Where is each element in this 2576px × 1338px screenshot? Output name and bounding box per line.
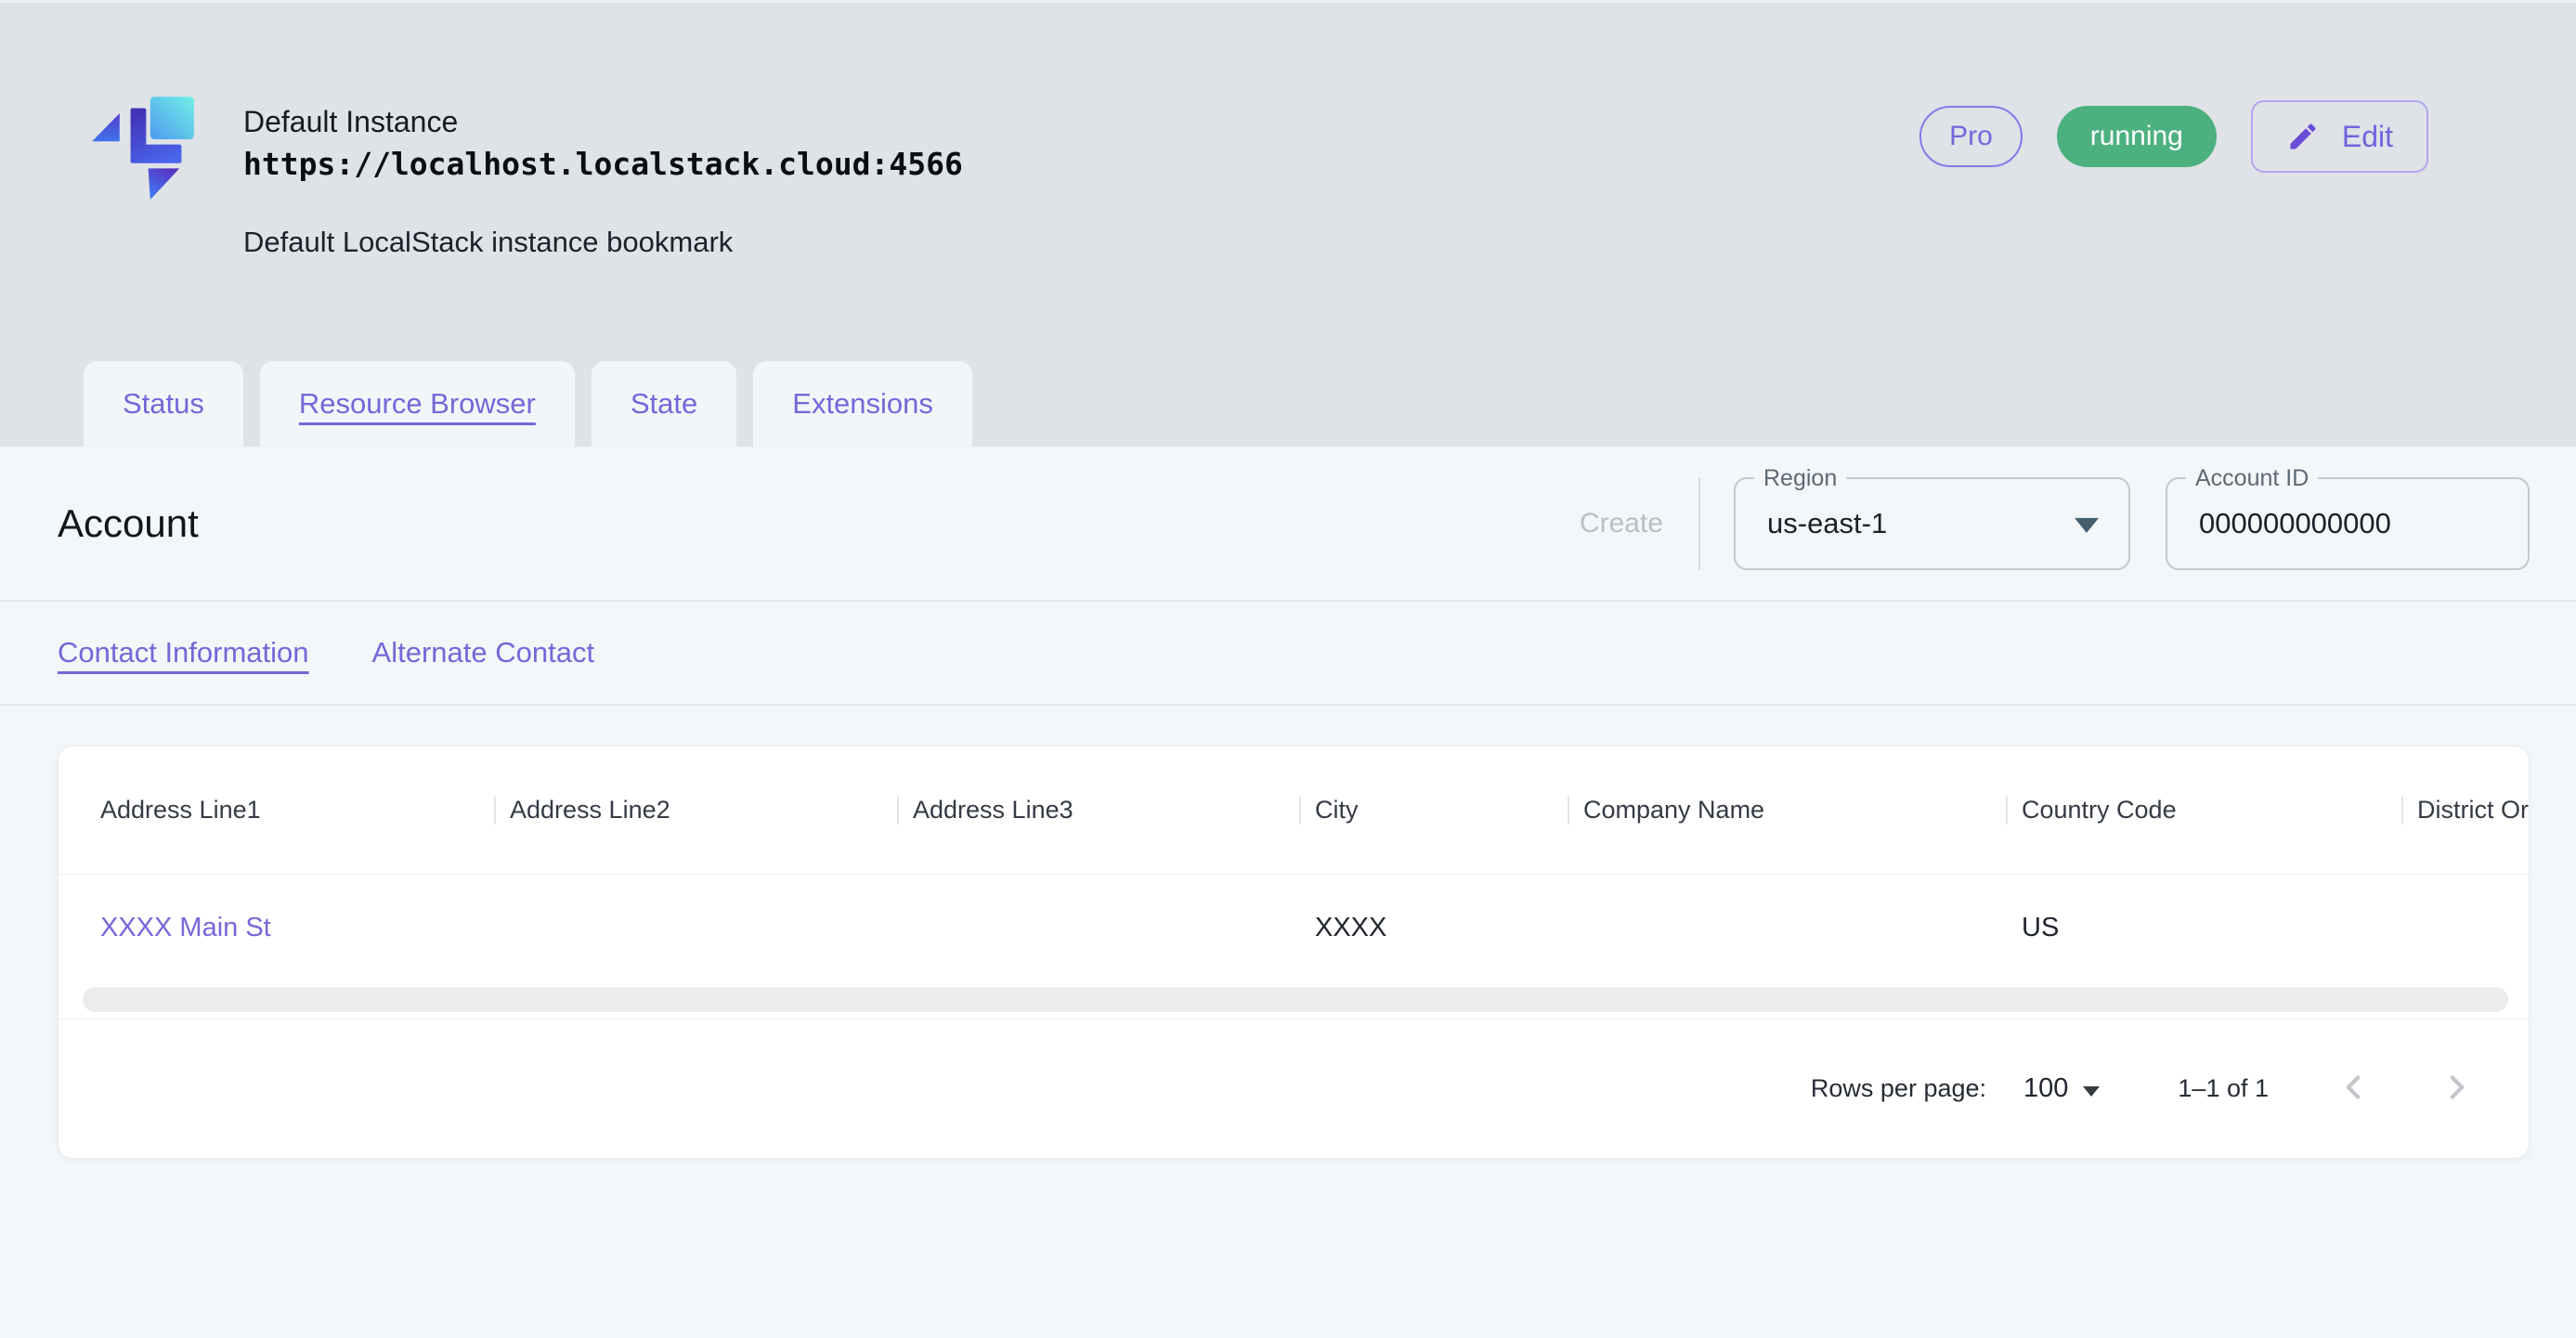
chevron-down-icon — [2075, 517, 2099, 533]
pagination-range-label: 1–1 of 1 — [2178, 1073, 2269, 1102]
instance-header: Default Instance https://localhost.local… — [243, 101, 963, 259]
tab-extensions-label: Extensions — [792, 387, 933, 420]
horizontal-scrollbar-thumb[interactable] — [83, 987, 2508, 1012]
table-row[interactable]: XXXX Main St XXXX US — [59, 875, 2529, 981]
column-header-address-line3[interactable]: Address Line3 — [897, 796, 1299, 825]
subtab-contact-information[interactable]: Contact Information — [58, 636, 309, 669]
tab-state-label: State — [630, 387, 698, 420]
rows-per-page-value: 100 — [2023, 1072, 2069, 1103]
column-header-district[interactable]: District Or — [2401, 796, 2529, 825]
tab-resource-browser[interactable]: Resource Browser — [259, 361, 575, 447]
subtab-alternate-contact[interactable]: Alternate Contact — [371, 636, 595, 669]
chevron-right-icon — [2450, 1074, 2465, 1099]
page-title: Account — [58, 500, 199, 545]
column-header-company-name[interactable]: Company Name — [1568, 796, 2006, 825]
resource-browser-panel: Account Create Region us-east-1 Account … — [0, 447, 2576, 1338]
localstack-logo — [92, 97, 194, 200]
tab-resource-browser-label: Resource Browser — [298, 387, 536, 420]
rows-per-page-label: Rows per page: — [1810, 1073, 1987, 1102]
column-header-address-line1[interactable]: Address Line1 — [100, 796, 261, 824]
next-page-button[interactable] — [2438, 1068, 2477, 1110]
column-header-country-code[interactable]: Country Code — [2006, 796, 2401, 825]
edit-button[interactable]: Edit — [2250, 100, 2428, 173]
contact-information-table-card: Address Line1 Address Line2 Address Line… — [58, 746, 2530, 1159]
toolbar-controls: Create Region us-east-1 Account ID 00000… — [1579, 463, 2530, 570]
previous-page-button[interactable] — [2334, 1068, 2373, 1110]
column-header-city[interactable]: City — [1299, 796, 1568, 825]
cell-address-line1-link[interactable]: XXXX Main St — [100, 912, 271, 942]
rows-per-page-select[interactable]: 100 — [2023, 1072, 2101, 1104]
account-toolbar: Account Create Region us-east-1 Account … — [0, 447, 2576, 602]
tab-status[interactable]: Status — [84, 361, 243, 447]
region-select[interactable]: Region us-east-1 — [1734, 463, 2130, 570]
account-id-field[interactable]: Account ID 000000000000 — [2166, 463, 2530, 570]
pro-badge: Pro — [1919, 106, 2023, 167]
pro-badge-label: Pro — [1949, 121, 1993, 151]
instance-tabs: Status Resource Browser State Extensions — [84, 361, 972, 447]
status-badge-label: running — [2089, 121, 2183, 151]
create-button[interactable]: Create — [1579, 507, 1663, 539]
account-id-label: Account ID — [2186, 463, 2319, 492]
edit-button-label: Edit — [2341, 119, 2393, 153]
cell-country-code: US — [2022, 912, 2060, 942]
account-id-value: 000000000000 — [2199, 506, 2391, 539]
chevron-down-icon — [2083, 1085, 2101, 1097]
tab-status-label: Status — [123, 387, 204, 420]
cell-city: XXXX — [1315, 912, 1387, 942]
region-select-value: us-east-1 — [1767, 506, 1888, 539]
instance-url: https://localhost.localstack.cloud:4566 — [243, 146, 963, 182]
column-header-address-line2[interactable]: Address Line2 — [494, 796, 897, 825]
toolbar-divider — [1698, 476, 1700, 570]
chevron-left-icon — [2346, 1074, 2361, 1099]
tab-extensions[interactable]: Extensions — [753, 361, 972, 447]
instance-title: Default Instance — [243, 105, 459, 138]
table-pagination: Rows per page: 100 1–1 of 1 — [59, 1020, 2529, 1157]
region-select-label: Region — [1754, 463, 1847, 492]
account-subtabs: Contact Information Alternate Contact — [0, 602, 2576, 706]
pencil-icon — [2290, 123, 2316, 149]
status-badge: running — [2056, 106, 2217, 167]
horizontal-scrollbar — [59, 981, 2529, 1020]
table-header-row: Address Line1 Address Line2 Address Line… — [59, 747, 2529, 875]
header-actions: Pro running Edit — [1919, 99, 2428, 174]
instance-subtitle: Default LocalStack instance bookmark — [243, 226, 734, 258]
tab-state[interactable]: State — [591, 361, 737, 447]
